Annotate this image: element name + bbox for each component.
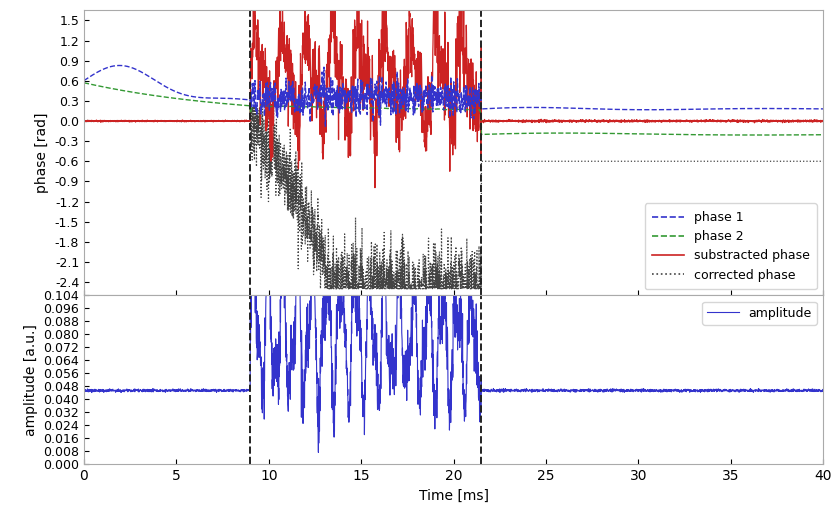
amplitude [431, 408, 441, 414]
corrected phase [396, 276, 406, 282]
phase 2 [759, 132, 769, 138]
phase 2 [390, 105, 400, 111]
substracted phase [390, 81, 400, 87]
phase 1 [795, 106, 806, 112]
Line: phase 1: phase 1 [84, 66, 823, 127]
substracted phase [79, 118, 89, 124]
Legend: amplitude: amplitude [702, 302, 817, 325]
substracted phase [617, 118, 627, 124]
corrected phase [759, 158, 769, 165]
Line: phase 2: phase 2 [84, 83, 823, 135]
amplitude [79, 386, 89, 393]
corrected phase [390, 286, 400, 292]
phase 2 [616, 131, 626, 137]
corrected phase [245, 105, 255, 111]
substracted phase [431, 5, 441, 11]
substracted phase [795, 119, 806, 125]
corrected phase [79, 118, 89, 124]
amplitude [390, 382, 400, 388]
corrected phase [818, 158, 828, 165]
substracted phase [818, 118, 828, 124]
phase 2 [750, 132, 760, 138]
substracted phase [759, 117, 769, 123]
Line: amplitude: amplitude [84, 296, 823, 453]
corrected phase [617, 158, 627, 165]
phase 1 [396, 98, 406, 104]
phase 1 [79, 77, 89, 84]
amplitude [313, 449, 323, 456]
corrected phase [321, 286, 331, 292]
phase 2 [430, 106, 440, 112]
Y-axis label: amplitude [a.u.]: amplitude [a.u.] [24, 324, 38, 436]
Legend: phase 1, phase 2, substracted phase, corrected phase: phase 1, phase 2, substracted phase, cor… [645, 203, 817, 289]
phase 1 [759, 105, 769, 111]
amplitude [759, 389, 769, 395]
phase 1 [818, 106, 828, 112]
Line: corrected phase: corrected phase [84, 108, 823, 289]
amplitude [396, 298, 406, 304]
amplitude [617, 387, 627, 393]
phase 2 [818, 132, 828, 138]
corrected phase [795, 158, 806, 165]
phase 1 [320, 124, 330, 130]
corrected phase [431, 256, 441, 262]
phase 1 [390, 94, 400, 100]
phase 1 [431, 96, 441, 103]
phase 1 [114, 62, 124, 69]
phase 2 [79, 79, 89, 86]
amplitude [818, 386, 828, 393]
phase 2 [795, 132, 806, 138]
phase 1 [617, 106, 627, 112]
Y-axis label: phase [rad]: phase [rad] [35, 112, 50, 193]
substracted phase [370, 185, 380, 191]
substracted phase [396, 114, 406, 120]
Line: substracted phase: substracted phase [84, 0, 823, 188]
amplitude [246, 293, 256, 299]
phase 2 [396, 105, 406, 111]
X-axis label: Time [ms]: Time [ms] [418, 489, 489, 503]
amplitude [795, 388, 806, 394]
